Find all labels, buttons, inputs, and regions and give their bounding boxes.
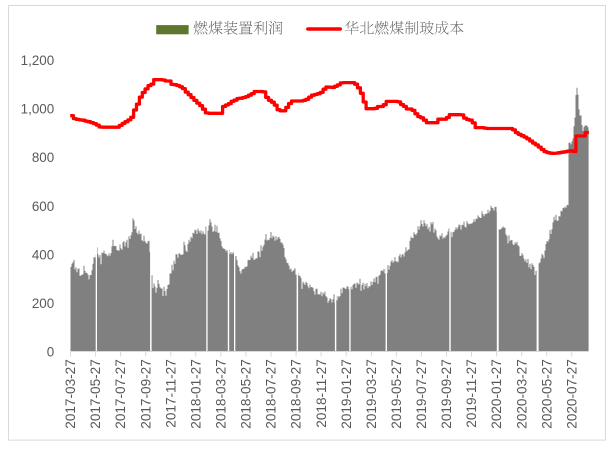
- svg-text:2017-05-27: 2017-05-27: [88, 359, 103, 429]
- svg-text:800: 800: [32, 150, 54, 165]
- svg-text:0: 0: [47, 344, 54, 359]
- svg-text:2019-07-27: 2019-07-27: [414, 359, 429, 429]
- svg-text:2018-11-27: 2018-11-27: [314, 359, 329, 428]
- svg-text:2020-07-27: 2020-07-27: [564, 359, 579, 429]
- svg-text:2020-05-27: 2020-05-27: [539, 359, 554, 429]
- svg-text:2018-07-27: 2018-07-27: [264, 359, 279, 429]
- svg-text:2018-09-27: 2018-09-27: [289, 359, 304, 429]
- svg-text:2018-01-27: 2018-01-27: [188, 359, 203, 429]
- svg-text:2020-01-27: 2020-01-27: [489, 359, 504, 429]
- svg-text:2017-03-27: 2017-03-27: [63, 359, 78, 429]
- svg-text:2020-03-27: 2020-03-27: [514, 359, 529, 429]
- svg-text:2019-05-27: 2019-05-27: [389, 359, 404, 429]
- svg-text:2018-03-27: 2018-03-27: [214, 359, 229, 429]
- svg-text:2017-09-27: 2017-09-27: [138, 359, 153, 429]
- svg-text:1,000: 1,000: [21, 102, 55, 117]
- svg-text:2017-07-27: 2017-07-27: [113, 359, 128, 429]
- svg-text:600: 600: [32, 199, 54, 214]
- svg-text:200: 200: [32, 296, 54, 311]
- svg-text:2019-11-27: 2019-11-27: [464, 359, 479, 428]
- svg-text:2019-09-27: 2019-09-27: [439, 359, 454, 429]
- svg-text:400: 400: [32, 247, 54, 262]
- svg-text:2019-01-27: 2019-01-27: [339, 359, 354, 429]
- svg-text:1,200: 1,200: [21, 53, 55, 68]
- svg-text:2017-11-27: 2017-11-27: [163, 359, 178, 428]
- svg-text:2019-03-27: 2019-03-27: [364, 359, 379, 429]
- svg-text:2018-05-27: 2018-05-27: [239, 359, 254, 429]
